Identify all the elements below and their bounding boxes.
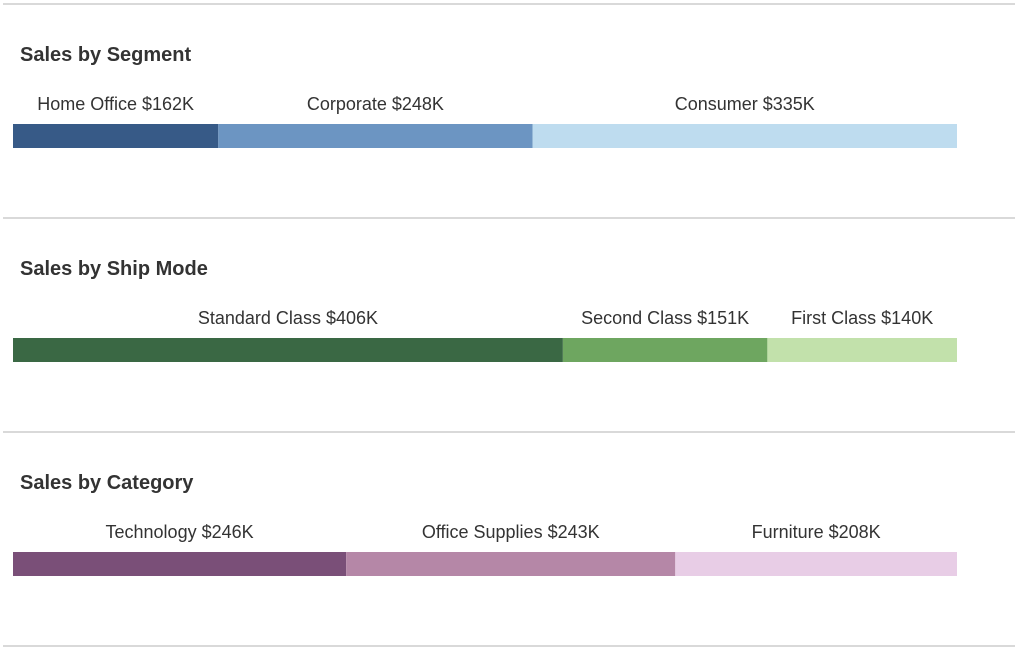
category-chart-title: Sales by Category: [20, 472, 194, 494]
bar-first-class: [767, 338, 957, 362]
bar-technology: [13, 552, 347, 576]
divider-2: [3, 431, 1015, 433]
label-consumer: Consumer $335K: [675, 94, 815, 114]
label-office-supplies: Office Supplies $243K: [422, 522, 600, 542]
segment-chart-title: Sales by Segment: [20, 44, 192, 66]
bar-consumer: [532, 124, 957, 148]
bar-office-supplies: [346, 552, 676, 576]
label-home-office: Home Office $162K: [37, 94, 194, 114]
category-bar-chart: Technology $246K Office Supplies $243K Fur…: [13, 522, 957, 576]
bar-furniture: [675, 552, 957, 576]
ship-mode-bar-chart: Standard Class $406K Second Class $151K Fi…: [13, 308, 957, 362]
bar-second-class: [562, 338, 768, 362]
bar-standard-class: [13, 338, 563, 362]
segment-bar-chart: Home Office $162K Corporate $248K Consumer…: [13, 94, 957, 148]
label-technology: Technology $246K: [106, 522, 254, 542]
label-second-class: Second Class $151K: [581, 308, 749, 328]
category-panel: Sales by Category Technology $246K Office…: [0, 428, 1024, 628]
divider-top: [3, 3, 1015, 5]
ship-mode-panel: Sales by Ship Mode Standard Class $406K S…: [0, 214, 1024, 414]
bar-home-office: [13, 124, 219, 148]
label-standard-class: Standard Class $406K: [198, 308, 378, 328]
divider-1: [3, 217, 1015, 219]
label-furniture: Furniture $208K: [752, 522, 881, 542]
bar-corporate: [218, 124, 533, 148]
label-first-class: First Class $140K: [791, 308, 933, 328]
divider-bottom: [3, 645, 1015, 647]
segment-panel: Sales by Segment Home Office $162K Corpor…: [0, 0, 1024, 200]
label-corporate: Corporate $248K: [307, 94, 444, 114]
ship-mode-chart-title: Sales by Ship Mode: [20, 258, 208, 280]
